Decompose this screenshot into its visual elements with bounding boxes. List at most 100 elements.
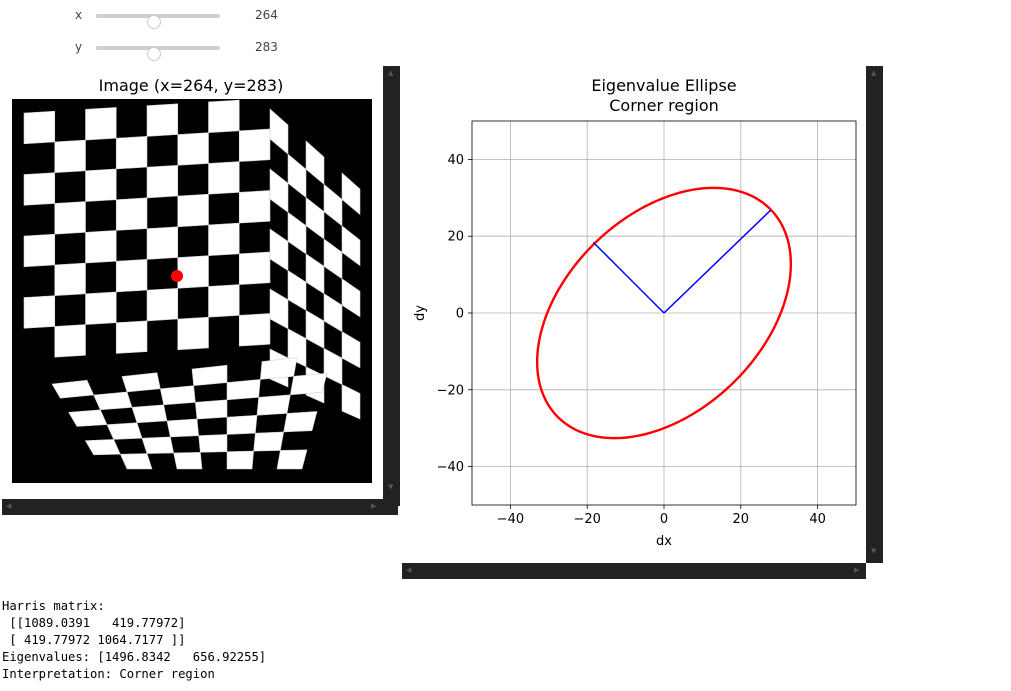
checker-square: [341, 331, 361, 369]
image-panel: Image (x=264, y=283) ▲ ▼ ◀ ▶: [0, 66, 400, 516]
slider-y-label: y: [75, 40, 83, 54]
slider-x-track[interactable]: [96, 14, 220, 29]
checker-square: [85, 291, 117, 325]
checker-square: [341, 225, 361, 267]
slider-x-handle[interactable]: [146, 15, 161, 29]
chart-panel-horizontal-scrollbar[interactable]: ◀ ▶: [402, 563, 866, 579]
checker-square: [121, 372, 161, 393]
x-tick-label: 20: [733, 512, 750, 527]
slider-y: y 283: [0, 38, 300, 61]
checker-square: [23, 110, 56, 145]
chart-panel-vertical-scrollbar[interactable]: ▲ ▼: [866, 66, 883, 563]
image-panel-vertical-scrollbar[interactable]: ▲ ▼: [383, 66, 400, 506]
checker-square: [85, 107, 117, 141]
y-tick-label: 0: [456, 307, 464, 322]
checker-square: [146, 164, 179, 199]
checkerboard-image: [12, 99, 372, 483]
x-axis-label: dx: [656, 534, 672, 549]
scroll-left-icon[interactable]: ◀: [406, 566, 412, 574]
checker-square: [115, 136, 148, 170]
scroll-right-icon[interactable]: ▶: [371, 502, 377, 510]
checker-square: [253, 431, 285, 452]
checker-square: [191, 364, 228, 386]
scroll-up-icon[interactable]: ▲: [388, 69, 394, 77]
checker-square: [260, 357, 298, 380]
checker-square: [238, 251, 271, 285]
y-axis-label: dy: [413, 305, 428, 321]
scroll-down-icon[interactable]: ▼: [388, 483, 394, 491]
y-tick-label: 20: [447, 230, 464, 245]
checker-square: [166, 418, 199, 438]
slider-y-track[interactable]: [96, 46, 220, 61]
output-line: [[1089.0391 419.77972]: [2, 616, 186, 630]
checker-square: [85, 168, 117, 202]
checker-square: [341, 384, 361, 420]
checker-square: [93, 391, 133, 411]
image-title: Image (x=264, y=283): [99, 76, 284, 95]
checker-square: [159, 385, 196, 406]
checker-square: [115, 259, 148, 293]
checker-square: [341, 278, 361, 318]
scroll-up-icon[interactable]: ▲: [871, 69, 877, 77]
output-line: [ 419.77972 1064.7177 ]]: [2, 633, 186, 647]
x-tick-label: −20: [573, 512, 600, 527]
checker-square: [208, 161, 240, 195]
eigenvector-line: [663, 209, 772, 314]
checker-square: [131, 404, 168, 424]
text-output: Harris matrix: [[1089.0391 419.77972] [ …: [2, 598, 266, 683]
y-tick-label: 40: [447, 153, 464, 168]
selected-point-marker: [171, 270, 183, 282]
checker-square: [85, 230, 117, 264]
checker-square: [238, 190, 271, 224]
checker-square: [208, 222, 240, 256]
x-tick-label: 0: [660, 512, 668, 527]
checker-square: [289, 372, 328, 396]
y-tick-label: −20: [437, 383, 464, 398]
eigenvalue-ellipse-chart: Eigenvalue Ellipse Corner region −40 −20 0…: [413, 76, 857, 549]
checker-square: [177, 132, 209, 166]
checker-square: [23, 233, 56, 268]
checker-square: [226, 450, 254, 470]
output-line: Harris matrix:: [2, 599, 105, 613]
checker-square: [146, 103, 179, 137]
checker-square: [195, 399, 228, 420]
slider-x: x 264: [0, 6, 300, 29]
output-line: Eigenvalues: [1496.8342 656.92255]: [2, 650, 267, 664]
scroll-down-icon[interactable]: ▼: [871, 547, 877, 555]
eigenvalue-ellipse: [535, 186, 793, 440]
checker-square: [54, 262, 86, 296]
scroll-right-icon[interactable]: ▶: [854, 566, 860, 574]
slider-x-label: x: [75, 8, 83, 22]
checker-square: [226, 379, 261, 401]
chart-subtitle: Corner region: [609, 96, 719, 115]
checker-square: [208, 284, 240, 318]
checker-square: [226, 414, 258, 435]
checker-square: [173, 452, 203, 470]
scroll-left-icon[interactable]: ◀: [6, 502, 12, 510]
checker-square: [177, 255, 209, 289]
chart-title: Eigenvalue Ellipse: [591, 76, 736, 95]
checker-square: [106, 422, 143, 440]
checker-square: [256, 394, 291, 416]
image-panel-horizontal-scrollbar[interactable]: ◀ ▶: [2, 499, 398, 515]
checker-square: [283, 411, 318, 433]
checker-square: [119, 453, 153, 470]
checker-square: [23, 295, 56, 329]
checker-square: [23, 172, 56, 206]
slider-y-handle[interactable]: [146, 47, 161, 61]
checker-square: [238, 128, 271, 162]
image-figure: Image (x=264, y=283): [12, 76, 372, 483]
eigenvector-line: [592, 241, 665, 314]
checker-square: [276, 449, 308, 470]
checker-square: [198, 434, 228, 453]
checker-square: [115, 320, 148, 354]
checker-square: [177, 193, 209, 228]
ellipse-panel: Eigenvalue Ellipse Corner region −40 −20 0…: [402, 66, 884, 580]
x-tick-label: −40: [497, 512, 524, 527]
checker-square: [177, 316, 209, 351]
slider-y-value: 283: [255, 40, 278, 54]
checker-square: [238, 313, 271, 347]
checker-square: [115, 197, 148, 231]
slider-x-value: 264: [255, 8, 278, 22]
checker-square: [54, 324, 86, 358]
